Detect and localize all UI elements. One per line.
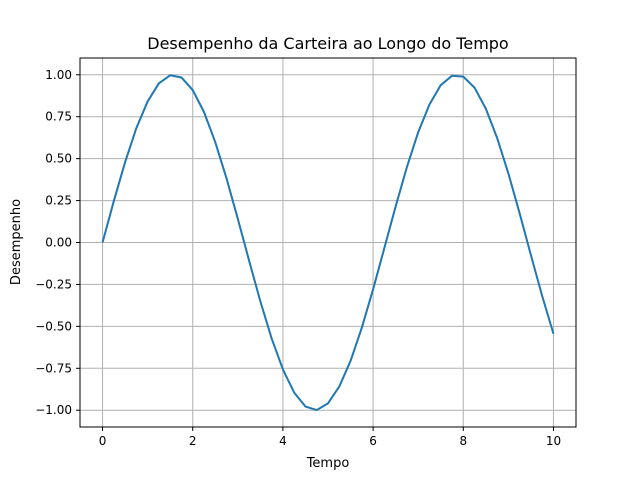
y-tick-label: 0.00 bbox=[45, 236, 72, 250]
y-tick-label: 0.25 bbox=[45, 194, 72, 208]
y-tick-label: 1.00 bbox=[45, 68, 72, 82]
y-tick-label: −0.50 bbox=[35, 319, 72, 333]
axis-ticks: 0 2 4 6 8 10 −1.00 −0.75 −0.50 −0.25 0.00 0.25 0.50 0… bbox=[35, 68, 561, 448]
y-tick-label: −0.75 bbox=[35, 361, 72, 375]
y-tick-label: 0.50 bbox=[45, 152, 72, 166]
x-tick-label: 0 bbox=[99, 434, 107, 448]
series-layer bbox=[101, 74, 555, 412]
series-line-0 bbox=[101, 74, 555, 412]
y-tick-label: −0.25 bbox=[35, 277, 72, 291]
y-tick-label: 0.75 bbox=[45, 110, 72, 124]
x-tick-label: 8 bbox=[459, 434, 467, 448]
x-axis-label: Tempo bbox=[306, 456, 350, 471]
x-tick-label: 6 bbox=[369, 434, 377, 448]
x-tick-label: 10 bbox=[546, 434, 561, 448]
y-tick-label: −1.00 bbox=[35, 403, 72, 417]
chart-title: Desempenho da Carteira ao Longo do Tempo bbox=[147, 34, 508, 53]
y-axis-label: Desempenho bbox=[9, 199, 24, 285]
x-tick-label: 4 bbox=[279, 434, 287, 448]
x-tick-label: 2 bbox=[189, 434, 197, 448]
grid bbox=[80, 58, 576, 427]
